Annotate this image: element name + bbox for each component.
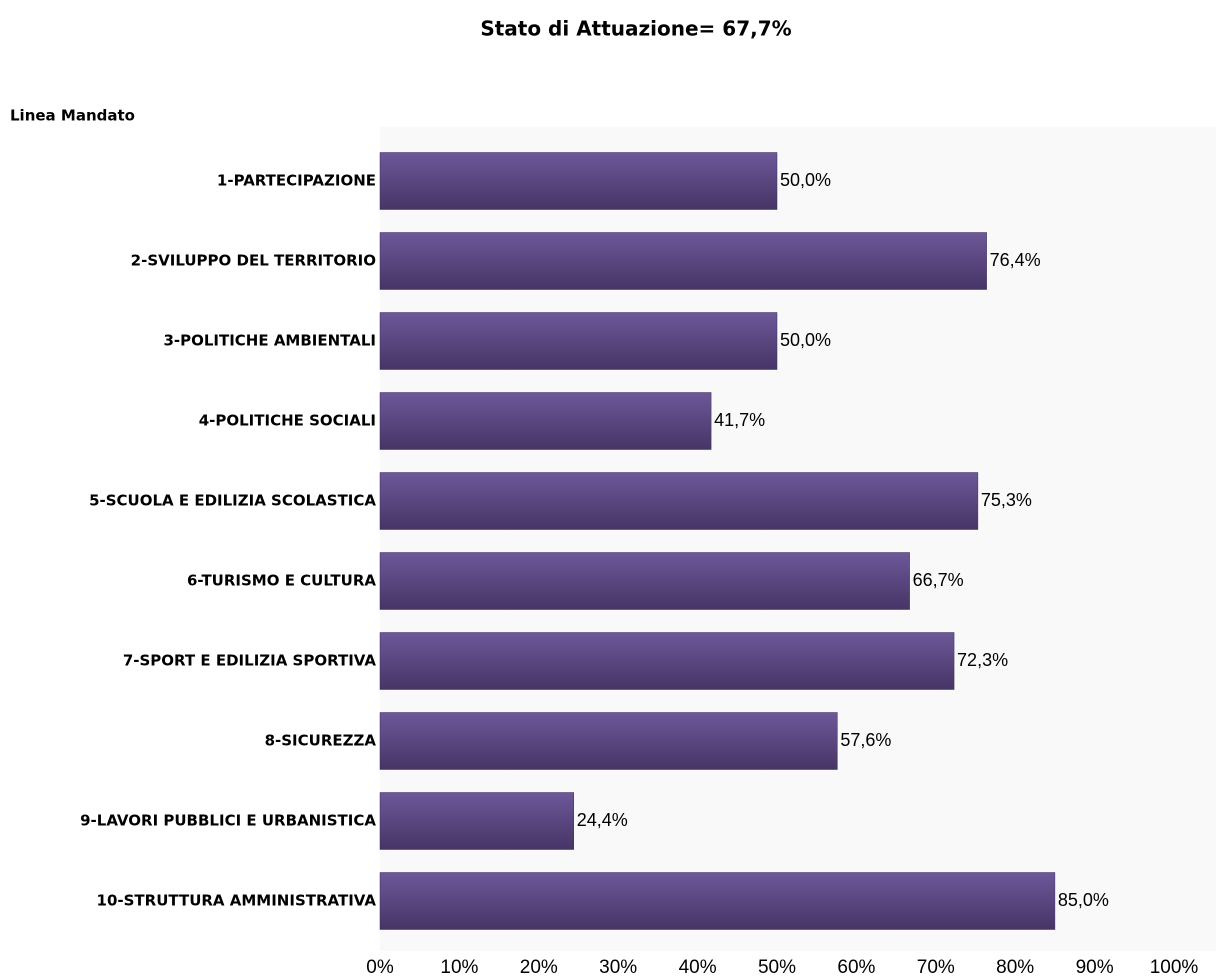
- data-label: 72,3%: [957, 650, 1008, 670]
- data-label: 85,0%: [1058, 890, 1109, 910]
- bar: [379, 472, 979, 530]
- y-tick-label: 8-SICUREZZA: [265, 732, 377, 750]
- chart-title: Stato di Attuazione= 67,7%: [480, 17, 791, 41]
- data-label: 41,7%: [714, 410, 765, 430]
- x-tick-label: 100%: [1150, 957, 1199, 978]
- data-label: 76,4%: [990, 250, 1041, 270]
- y-tick-label: 5-SCUOLA E EDILIZIA SCOLASTICA: [89, 492, 376, 510]
- bar: [379, 712, 838, 770]
- bar: [379, 152, 778, 210]
- x-tick-label: 50%: [758, 957, 796, 978]
- x-tick-label: 30%: [599, 957, 637, 978]
- y-tick-label: 3-POLITICHE AMBIENTALI: [163, 332, 376, 350]
- x-tick-label: 0%: [366, 957, 394, 978]
- y-tick-label: 2-SVILUPPO DEL TERRITORIO: [131, 252, 376, 270]
- x-tick-label: 40%: [679, 957, 717, 978]
- axis-label: Linea Mandato: [10, 107, 135, 125]
- data-label: 24,4%: [577, 810, 628, 830]
- x-tick-label: 10%: [440, 957, 478, 978]
- y-tick-label: 9-LAVORI PUBBLICI E URBANISTICA: [80, 812, 376, 830]
- data-label: 50,0%: [780, 170, 831, 190]
- bar: [379, 312, 778, 370]
- y-tick-label: 6-TURISMO E CULTURA: [187, 572, 376, 590]
- data-label: 75,3%: [981, 490, 1032, 510]
- y-tick-label: 1-PARTECIPAZIONE: [217, 172, 376, 190]
- data-label: 50,0%: [780, 330, 831, 350]
- data-label: 57,6%: [840, 730, 891, 750]
- bar: [379, 872, 1056, 930]
- x-tick-label: 60%: [837, 957, 875, 978]
- x-tick-label: 70%: [917, 957, 955, 978]
- bar: [379, 392, 712, 450]
- bar: [379, 552, 910, 610]
- bar: [379, 792, 574, 850]
- bar: [379, 632, 955, 690]
- x-tick-label: 20%: [520, 957, 558, 978]
- y-tick-label: 7-SPORT E EDILIZIA SPORTIVA: [123, 652, 377, 670]
- bar: [379, 232, 987, 290]
- data-label: 66,7%: [913, 570, 964, 590]
- y-tick-label: 10-STRUTTURA AMMINISTRATIVA: [97, 892, 377, 910]
- x-tick-label: 90%: [1076, 957, 1114, 978]
- y-tick-label: 4-POLITICHE SOCIALI: [199, 412, 376, 430]
- x-tick-label: 80%: [996, 957, 1034, 978]
